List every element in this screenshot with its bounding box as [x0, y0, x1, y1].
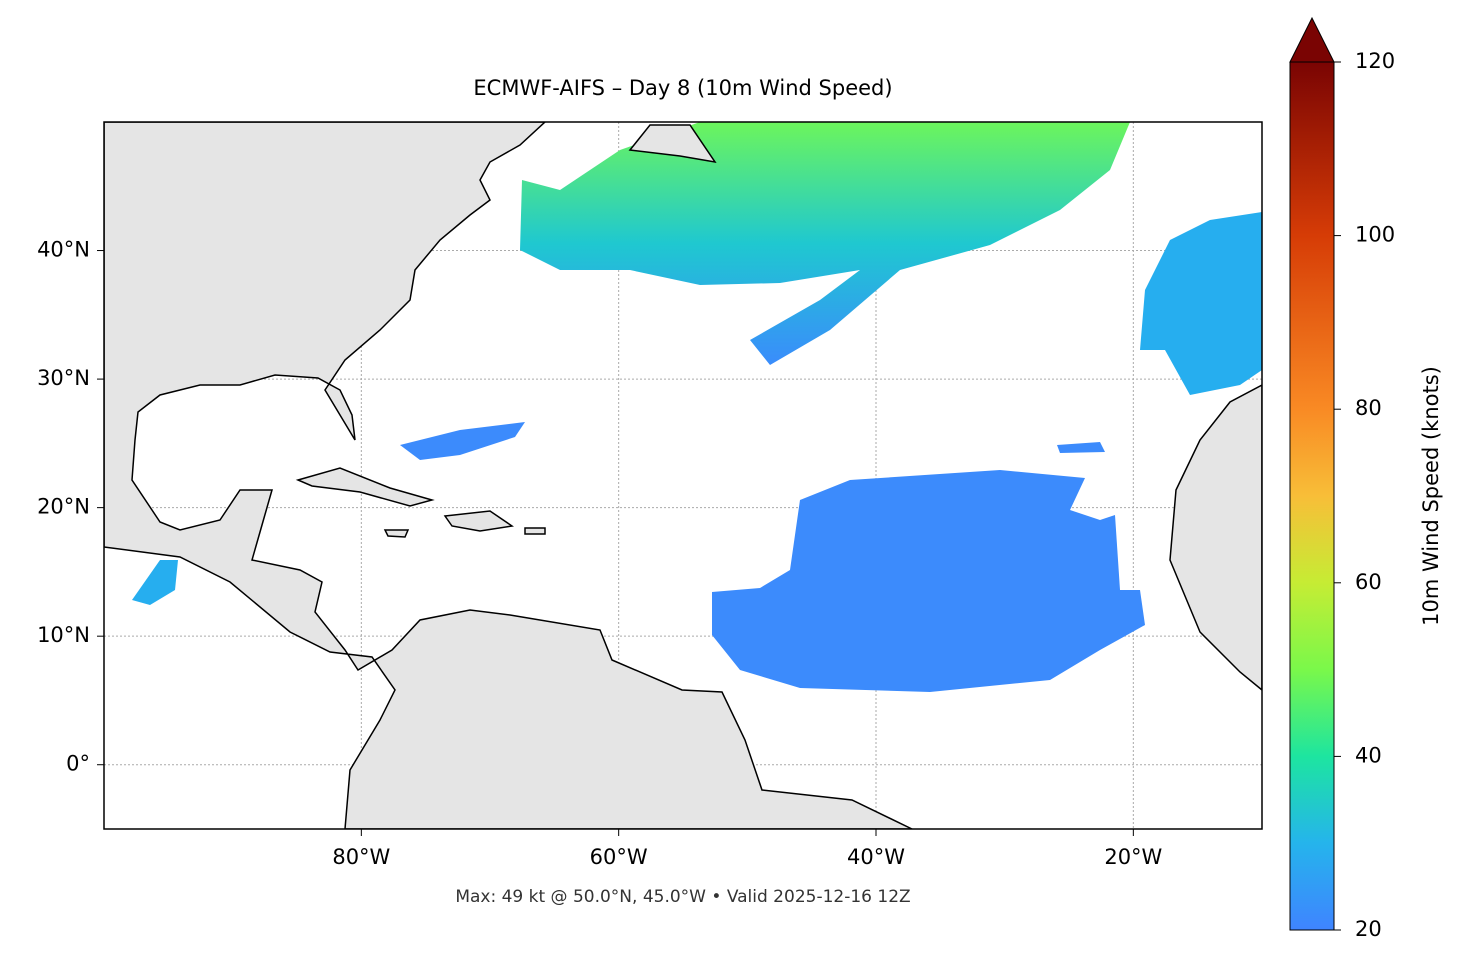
colorbar-tick-label: 100	[1355, 223, 1395, 247]
colorbar-label: 10m Wind Speed (knots)	[1419, 366, 1443, 626]
y-tick-label: 20°N	[37, 495, 90, 519]
title: ECMWF-AIFS – Day 8 (10m Wind Speed)	[473, 76, 892, 100]
land-jamaica	[383, 529, 410, 538]
x-tick-label: 20°W	[1104, 845, 1162, 869]
land-africa	[1169, 384, 1262, 691]
x-tick-label: 60°W	[590, 845, 648, 869]
wind-pacific	[132, 560, 178, 605]
y-tick-label: 10°N	[37, 623, 90, 647]
wind-north	[520, 122, 1130, 365]
land-puertorico	[524, 527, 546, 535]
x-tick-label: 40°W	[847, 845, 905, 869]
colorbar-extend	[1289, 16, 1335, 63]
plot-frame	[103, 121, 1263, 830]
colorbar-tick-label: 80	[1355, 396, 1382, 420]
y-tick-label: 30°N	[37, 366, 90, 390]
wind-bahamas	[400, 422, 525, 460]
land-cuba	[295, 467, 435, 507]
colorbar-tick-label: 120	[1355, 49, 1395, 73]
wind-central	[712, 470, 1145, 692]
colorbar-tick-label: 20	[1355, 917, 1382, 941]
y-tick-label: 40°N	[37, 238, 90, 262]
map	[104, 122, 1262, 829]
colorbar-tick-label: 60	[1355, 570, 1382, 594]
land-americas	[104, 122, 913, 829]
x-tick-label: 80°W	[332, 845, 390, 869]
footer: Max: 49 kt @ 50.0°N, 45.0°W • Valid 2025…	[455, 887, 910, 907]
land-newfoundland	[628, 124, 717, 164]
colorbar-tick-label: 40	[1355, 743, 1382, 767]
wind-east-small	[1057, 442, 1105, 453]
colorbar	[1289, 61, 1335, 931]
y-tick-label: 0°	[66, 752, 90, 776]
wind-northeast	[1140, 212, 1262, 395]
land-hispaniola	[443, 510, 514, 532]
